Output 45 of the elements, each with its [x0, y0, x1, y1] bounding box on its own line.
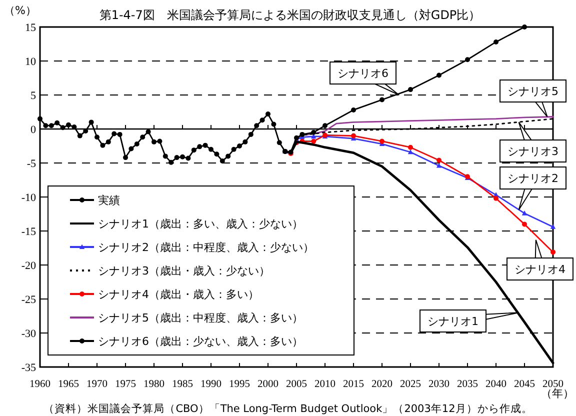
x-tick-label: 1995 [229, 379, 250, 390]
x-tick-label: 2030 [428, 379, 450, 390]
x-tick-label: 2035 [457, 379, 478, 390]
x-tick-label: 1970 [86, 379, 108, 390]
y-tick-label: 0 [30, 124, 36, 136]
y-tick-label: 15 [25, 22, 36, 34]
y-tick-label: -20 [21, 260, 36, 272]
x-tick-label: 2045 [514, 379, 535, 390]
legend-label: シナリオ6（歳出：少ない、歳入：多い） [98, 335, 303, 348]
legend-label: シナリオ4（歳出・歳入：多い） [98, 288, 259, 301]
y-tick-label: -5 [26, 158, 36, 170]
x-axis-title: （年） [541, 387, 574, 400]
chart-title: 第1-4-7図 米国議会予算局による米国の財政収支見通し（対GDP比） [99, 8, 481, 22]
y-tick-label: -35 [21, 362, 36, 374]
y-tick-label: -30 [21, 328, 36, 340]
y-tick-label: -10 [21, 192, 36, 204]
x-tick-label: 2025 [400, 379, 421, 390]
annotation: シナリオ2 [508, 172, 558, 185]
x-tick-label: 1965 [58, 379, 79, 390]
legend-label: シナリオ2（歳出：中程度、歳入：少ない） [98, 241, 314, 254]
x-tick-label: 1980 [144, 379, 164, 390]
legend-label: シナリオ3（歳出・歳入：少ない） [98, 264, 270, 278]
x-tick-label: 2015 [343, 379, 364, 390]
y-axis-title: （%） [4, 4, 36, 17]
x-tick-label: 1960 [30, 379, 50, 390]
x-tick-label: 1975 [115, 379, 136, 390]
annotation: シナリオ6 [338, 67, 388, 80]
x-tick-label: 2040 [486, 379, 506, 390]
y-tick-label: -25 [21, 294, 36, 306]
y-tick-label: 5 [30, 90, 36, 102]
annotation: シナリオ3 [508, 145, 558, 158]
x-tick-label: 2005 [286, 379, 307, 390]
x-tick-label: 1990 [200, 379, 222, 390]
y-tick-label: -15 [21, 226, 36, 238]
legend-label: シナリオ1（歳出：多い、歳入：少ない） [98, 218, 303, 230]
text: （資料）米国議会予算局（CBO）「The Long-Term Budget Outlook」（2003年12月）から作成。 [44, 402, 532, 415]
annotation: シナリオ4 [514, 263, 566, 276]
y-tick-label: 10 [25, 56, 36, 68]
legend-label: 実績 [98, 194, 120, 207]
x-tick-label: 2000 [258, 379, 278, 390]
annotation: シナリオ5 [508, 85, 558, 98]
legend-label: シナリオ5（歳出：中程度、歳入：多い） [98, 312, 303, 324]
x-tick-label: 1985 [172, 379, 193, 390]
x-tick-label: 2010 [314, 379, 336, 390]
x-tick-label: 2020 [372, 379, 392, 390]
